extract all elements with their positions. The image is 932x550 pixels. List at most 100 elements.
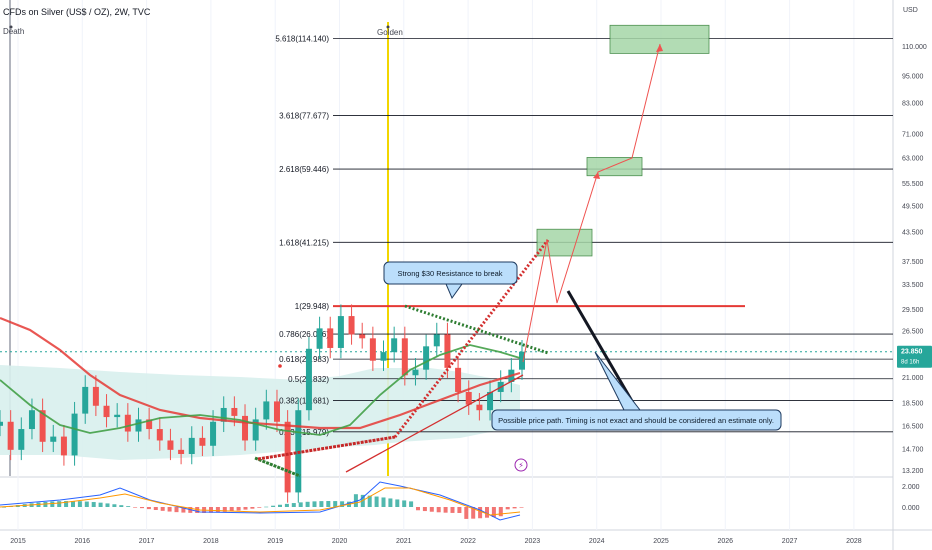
candle-body [305, 348, 312, 411]
y-tick-label: 13.200 [902, 468, 924, 475]
x-tick-label: 2016 [75, 538, 91, 545]
candle-body [519, 351, 525, 370]
macd-histogram-bar [429, 507, 434, 512]
macd-histogram-bar [77, 501, 82, 507]
path-arrowhead [656, 44, 663, 52]
macd-histogram-bar [153, 507, 158, 511]
projected-path [522, 43, 661, 363]
red-trend-dotted [393, 239, 550, 438]
macd-histogram-bar [388, 498, 393, 507]
x-tick-label: 2021 [396, 538, 412, 545]
macd-histogram-bar [50, 501, 55, 507]
green-trend-dotted [404, 304, 549, 355]
candle-body [114, 414, 121, 418]
currency-label: USD [903, 7, 918, 14]
macd-tick-label: 0.000 [902, 505, 920, 512]
candle-body [369, 338, 376, 361]
x-tick-label: 2025 [653, 538, 669, 545]
path-callout-tail [594, 351, 642, 411]
annotations: Strong $30 Resistance to break Possible p… [9, 25, 782, 472]
candle-body [82, 386, 89, 414]
macd-signal-line [0, 487, 521, 516]
path-callout-text: Possible price path. Timing is not exact… [498, 416, 774, 425]
fib-label: 1.618(41.215) [279, 238, 329, 247]
x-tick-label: 2023 [525, 538, 541, 545]
candle-body [380, 352, 387, 361]
candle-body [18, 429, 25, 450]
candle-body [476, 404, 483, 411]
death-label: Death [3, 27, 24, 36]
macd-histogram-bar [133, 507, 138, 508]
macd-histogram-bar [2, 507, 6, 508]
candle-body [60, 436, 67, 456]
macd-histogram-bar [505, 507, 510, 510]
macd-histogram-bar [140, 507, 144, 509]
macd-histogram-bar [174, 507, 179, 513]
macd-histogram-bar [381, 497, 386, 507]
y-tick-label: 95.000 [902, 73, 924, 80]
y-tick-label: 43.500 [902, 230, 924, 237]
x-tick-label: 2028 [846, 538, 862, 545]
candle-body [7, 421, 14, 450]
macd-histogram-bar [98, 502, 103, 507]
grid-layer [9, 0, 855, 530]
y-tick-label: 63.000 [902, 155, 924, 162]
macd-histogram-bar [340, 501, 345, 507]
macd-histogram-bar [409, 501, 414, 507]
y-tick-label: 37.500 [902, 259, 924, 266]
macd-histogram-bar [119, 505, 124, 507]
candle-body [284, 421, 291, 493]
chart-title: CFDs on Silver (US$ / OZ), 2W, TVC [3, 7, 151, 17]
x-tick-label: 2015 [10, 538, 26, 545]
macd-histogram-bar [485, 507, 489, 518]
fib-label: 2.618(59.446) [279, 165, 329, 174]
candle-body [487, 391, 494, 411]
macd-histogram-bar [443, 507, 448, 513]
death-dot [9, 25, 13, 29]
macd-histogram-bar [353, 494, 358, 507]
x-tick-label: 2026 [718, 538, 734, 545]
x-tick-label: 2019 [267, 538, 283, 545]
candle-body [0, 421, 3, 426]
macd-histogram-bar [367, 495, 372, 507]
green-support-dotted [254, 456, 301, 478]
resistance-callout-text: Strong $30 Resistance to break [397, 269, 502, 278]
fib-label: 0.786(26.046) [279, 330, 329, 339]
candle-body [337, 316, 344, 348]
candle-body [28, 410, 35, 430]
candle-body [412, 369, 419, 376]
y-tick-label: 55.500 [902, 181, 924, 188]
macd-histogram-bar [402, 500, 407, 507]
moving-average-green [0, 344, 521, 436]
y-tick-label: 26.500 [902, 329, 924, 336]
candle-body [327, 328, 334, 348]
candle-body [199, 437, 206, 446]
callout-pointer-line [566, 290, 638, 409]
y-tick-label: 14.700 [902, 446, 924, 453]
x-tick-label: 2017 [139, 538, 155, 545]
macd-histogram-bar [229, 507, 234, 512]
macd-histogram-bar [257, 507, 262, 508]
candle-body [401, 338, 408, 376]
candle-body [263, 401, 270, 420]
macd-tick-label: 2.000 [902, 484, 920, 491]
candle-body [146, 419, 153, 430]
macd-histogram-bar [57, 501, 62, 507]
candle-body [178, 449, 185, 454]
candle-body [156, 429, 163, 441]
macd-line [0, 481, 521, 521]
macd-histogram-bar [512, 507, 517, 509]
macd-histogram-bar [250, 507, 255, 509]
macd-histogram-bar [215, 507, 220, 513]
price-badge [897, 345, 932, 368]
candle-body [39, 410, 46, 442]
macd-histogram-bar [181, 507, 186, 513]
y-tick-label: 16.500 [902, 423, 924, 430]
event-marker-glyph: ⚡ [518, 461, 524, 470]
candle-body [359, 334, 366, 339]
x-tick-label: 2024 [589, 538, 605, 545]
candle-body [220, 407, 227, 422]
price-dot [278, 364, 282, 368]
